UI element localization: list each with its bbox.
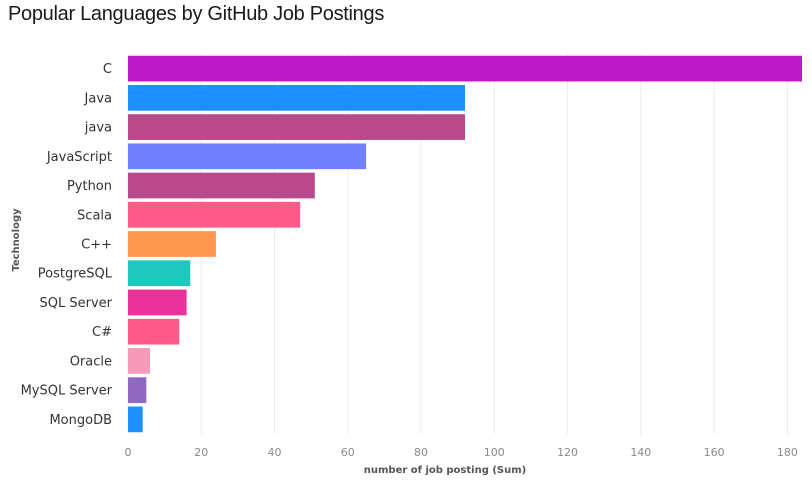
category-label: PostgreSQL xyxy=(38,267,113,282)
bar[interactable] xyxy=(128,55,802,82)
x-tick-label: 20 xyxy=(194,446,208,459)
x-tick-label: 120 xyxy=(557,446,578,459)
x-tick-label: 40 xyxy=(268,446,282,459)
category-label: Scala xyxy=(77,208,112,223)
bar[interactable] xyxy=(128,231,216,257)
bar[interactable] xyxy=(128,143,367,170)
x-tick-label: 0 xyxy=(125,446,132,459)
category-label: MongoDB xyxy=(49,413,112,428)
bar[interactable] xyxy=(128,172,315,199)
category-label: Java xyxy=(84,91,112,106)
x-tick-label: 140 xyxy=(630,446,651,459)
bar[interactable] xyxy=(128,318,180,345)
category-label: C++ xyxy=(81,238,112,253)
category-label: C# xyxy=(92,325,112,340)
x-tick-label: 100 xyxy=(484,446,505,459)
category-label: SQL Server xyxy=(40,296,113,311)
chart-title: Popular Languages by GitHub Job Postings xyxy=(8,3,385,25)
x-tick-label: 160 xyxy=(704,446,725,459)
bar[interactable] xyxy=(128,289,187,316)
x-axis-title: number of job posting (Sum) xyxy=(364,465,526,476)
category-label: C xyxy=(103,62,112,77)
bar[interactable] xyxy=(128,348,150,374)
category-label: MySQL Server xyxy=(21,384,113,399)
x-tick-labels: 0 20 40 60 80 100 120 140 160 180 xyxy=(125,446,798,459)
bar[interactable] xyxy=(128,406,143,433)
gridlines xyxy=(127,54,788,434)
y-axis-title: Technology xyxy=(11,208,22,272)
x-tick-label: 60 xyxy=(341,446,355,459)
bar[interactable] xyxy=(128,260,191,287)
category-label: Oracle xyxy=(70,354,112,369)
category-label: java xyxy=(84,121,112,136)
category-label: Python xyxy=(67,179,112,194)
x-tick-label: 80 xyxy=(414,446,428,459)
bar[interactable] xyxy=(128,114,465,140)
bar[interactable] xyxy=(128,84,465,111)
category-label: JavaScript xyxy=(46,150,112,165)
bars xyxy=(128,55,802,433)
category-labels: C Java java JavaScript Python Scala C++ Postgre… xyxy=(21,62,113,428)
bar[interactable] xyxy=(128,201,301,228)
x-tick-label: 180 xyxy=(777,446,798,459)
bar[interactable] xyxy=(128,377,147,404)
